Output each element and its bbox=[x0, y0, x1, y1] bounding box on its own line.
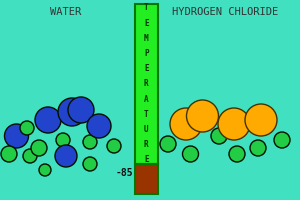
Circle shape bbox=[39, 164, 51, 176]
Text: R: R bbox=[144, 140, 148, 149]
Circle shape bbox=[218, 108, 250, 140]
Circle shape bbox=[245, 104, 277, 136]
Circle shape bbox=[55, 145, 77, 167]
Text: -85: -85 bbox=[116, 168, 133, 178]
Text: E: E bbox=[144, 156, 148, 164]
Circle shape bbox=[56, 133, 70, 147]
Text: A: A bbox=[144, 95, 148, 104]
Circle shape bbox=[160, 136, 176, 152]
Circle shape bbox=[35, 107, 61, 133]
Circle shape bbox=[107, 139, 121, 153]
Text: E: E bbox=[144, 19, 148, 28]
Circle shape bbox=[83, 157, 97, 171]
Circle shape bbox=[23, 149, 37, 163]
Text: E: E bbox=[144, 64, 148, 73]
Circle shape bbox=[20, 121, 34, 135]
Text: M: M bbox=[144, 34, 148, 43]
Circle shape bbox=[229, 146, 245, 162]
Text: T: T bbox=[144, 3, 148, 12]
Circle shape bbox=[31, 140, 47, 156]
Circle shape bbox=[1, 146, 17, 162]
Circle shape bbox=[87, 114, 111, 138]
Text: P: P bbox=[144, 49, 148, 58]
Text: WATER: WATER bbox=[50, 7, 82, 17]
Circle shape bbox=[187, 100, 218, 132]
Circle shape bbox=[211, 128, 227, 144]
Circle shape bbox=[4, 124, 28, 148]
Text: HYDROGEN CHLORIDE: HYDROGEN CHLORIDE bbox=[172, 7, 278, 17]
Text: T: T bbox=[144, 110, 148, 119]
Circle shape bbox=[274, 132, 290, 148]
Bar bbox=[135, 4, 158, 164]
Circle shape bbox=[250, 140, 266, 156]
Text: U: U bbox=[144, 125, 148, 134]
Bar bbox=[135, 164, 158, 194]
Circle shape bbox=[182, 146, 199, 162]
Circle shape bbox=[58, 98, 86, 126]
Circle shape bbox=[83, 135, 97, 149]
Circle shape bbox=[68, 97, 94, 123]
Text: R: R bbox=[144, 79, 148, 88]
Circle shape bbox=[170, 108, 202, 140]
